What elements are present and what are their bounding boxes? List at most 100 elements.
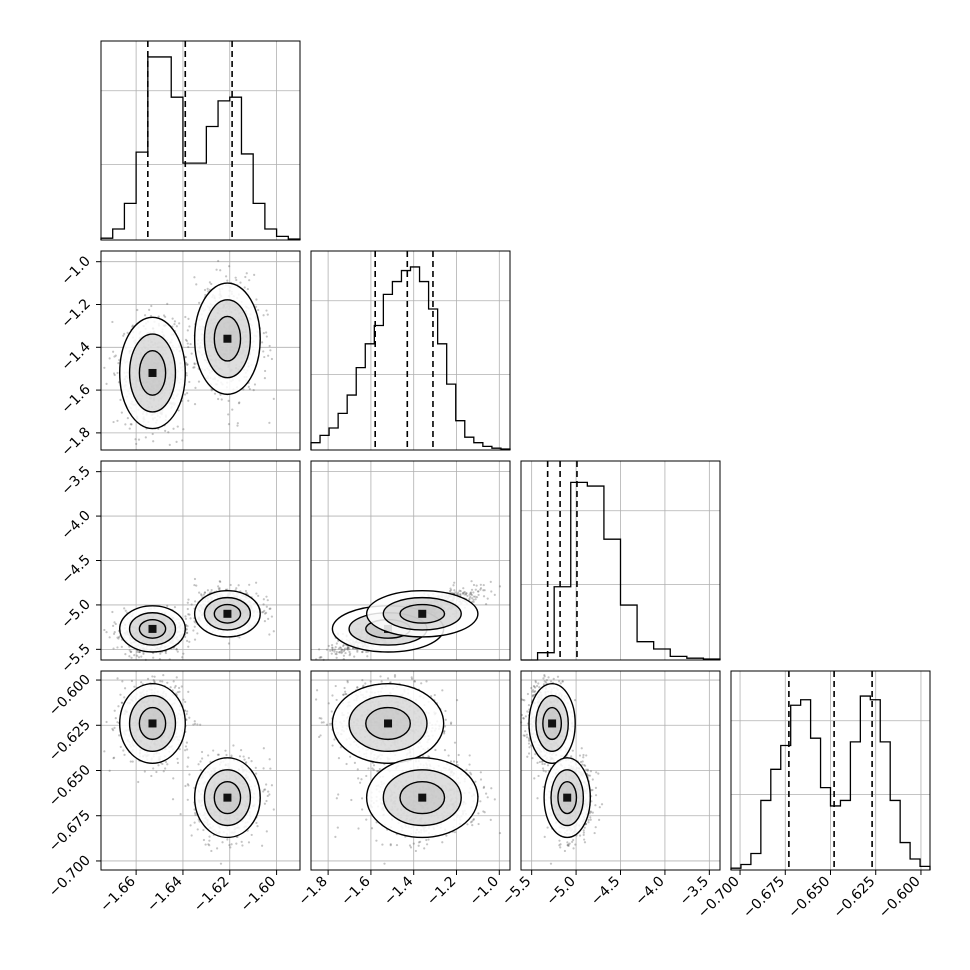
point-2-0-131 (270, 615, 274, 618)
point-1-0-927 (255, 298, 258, 301)
point-2-0-935 (188, 613, 191, 616)
point-1-0-682 (166, 302, 169, 305)
point-2-0-259 (248, 583, 251, 586)
point-2-0-823 (198, 591, 201, 594)
point-1-0-1051 (247, 385, 250, 388)
point-1-0-1023 (257, 308, 260, 312)
point-2-1-895 (459, 594, 462, 597)
point-3-0-610 (184, 700, 187, 704)
point-1-0-191 (189, 342, 192, 346)
point-1-0-201 (227, 399, 230, 402)
point-1-0-618 (188, 380, 191, 384)
point-3-0-666 (172, 680, 175, 683)
point-3-0-197 (186, 765, 189, 768)
point-1-0-259 (248, 279, 251, 282)
point-1-0-293 (217, 397, 220, 401)
point-1-0-730 (173, 323, 176, 326)
panel-3-0 (100, 670, 301, 871)
point-1-0-864 (116, 371, 119, 375)
density-peak-2-0-0 (148, 624, 157, 633)
point-3-0-266 (164, 760, 168, 764)
point-1-0-745 (265, 331, 268, 334)
point-3-0-36 (131, 760, 134, 763)
point-2-0-1183 (203, 591, 207, 594)
point-2-1-1345 (483, 589, 486, 592)
point-2-0-363 (272, 630, 275, 633)
point-3-0-662 (130, 679, 134, 683)
density-peak-1-0-0 (148, 368, 157, 377)
point-3-0-139 (228, 843, 231, 847)
point-2-0-493 (193, 577, 197, 581)
point-2-1-1394 (348, 654, 351, 657)
point-3-0-589 (265, 830, 268, 833)
point-2-0-527 (255, 581, 258, 584)
point-1-0-1168 (184, 393, 187, 396)
point-3-0-191 (189, 824, 192, 827)
point-3-0-393 (265, 799, 268, 803)
point-1-0-858 (118, 358, 121, 362)
point-1-0-267 (269, 349, 272, 352)
point-3-0-297 (250, 760, 253, 763)
point-1-0-883 (226, 279, 229, 282)
point-2-1-1291 (479, 587, 483, 590)
point-2-1-999 (477, 593, 480, 597)
point-2-0-312 (112, 624, 115, 627)
point-2-0-1093 (200, 594, 203, 597)
point-1-0-161 (253, 273, 256, 277)
point-3-0-412 (187, 690, 190, 694)
point-1-0-353 (195, 283, 198, 286)
point-1-0-637 (268, 344, 271, 348)
point-1-0-393 (265, 309, 268, 312)
point-1-0-1363 (210, 282, 213, 286)
point-1-0-377 (197, 380, 201, 383)
point-2-1-1198 (340, 648, 343, 651)
point-2-0-473 (206, 589, 209, 592)
point-1-0-1345 (224, 275, 228, 278)
point-3-0-84 (184, 745, 188, 748)
point-2-1-884 (346, 647, 349, 650)
point-3-0-359 (226, 838, 229, 841)
corner-panels (100, 40, 931, 871)
point-2-0-1309 (229, 583, 232, 587)
point-1-0-7 (234, 276, 237, 279)
point-2-1-473 (453, 589, 456, 592)
point-2-1-913 (462, 587, 465, 590)
point-1-0-671 (219, 269, 222, 272)
point-3-0-204 (117, 705, 120, 708)
point-3-0-638 (129, 760, 132, 763)
point-1-0-1321 (248, 387, 251, 391)
point-1-0-400 (144, 436, 147, 439)
point-1-0-853 (238, 401, 241, 404)
point-2-1-782 (344, 647, 347, 650)
point-1-0-1013 (193, 366, 196, 369)
point-1-0-412 (187, 399, 190, 402)
point-1-0-1161 (237, 402, 241, 405)
point-2-1-430 (335, 650, 338, 654)
point-2-1-930 (342, 649, 346, 653)
point-1-0-430 (129, 423, 132, 426)
point-2-1-1129 (462, 592, 465, 595)
point-3-0-262 (180, 685, 183, 688)
point-2-0-945 (268, 633, 271, 636)
point-3-0-115 (201, 757, 204, 760)
point-1-0-444 (181, 439, 184, 442)
point-2-1-1125 (474, 588, 477, 591)
point-3-0-676 (137, 780, 140, 784)
point-2-1-698 (320, 656, 323, 659)
point-2-0-874 (185, 631, 189, 634)
point-1-0-1200 (103, 366, 106, 369)
point-2-1-781 (490, 590, 493, 593)
point-3-0-155 (229, 846, 232, 849)
point-3-0-255 (242, 755, 245, 758)
point-3-0-298 (146, 677, 150, 680)
histogram-0 (100, 56, 301, 240)
frame-1-1 (310, 250, 511, 451)
point-2-0-669 (187, 598, 190, 601)
point-3-0-50 (123, 753, 126, 756)
point-1-0-1370 (108, 357, 111, 360)
point-1-0-1399 (190, 352, 193, 355)
point-1-0-535 (193, 362, 196, 365)
point-1-0-83 (219, 393, 222, 396)
point-1-0-92 (176, 425, 179, 428)
point-2-1-960 (356, 649, 359, 652)
